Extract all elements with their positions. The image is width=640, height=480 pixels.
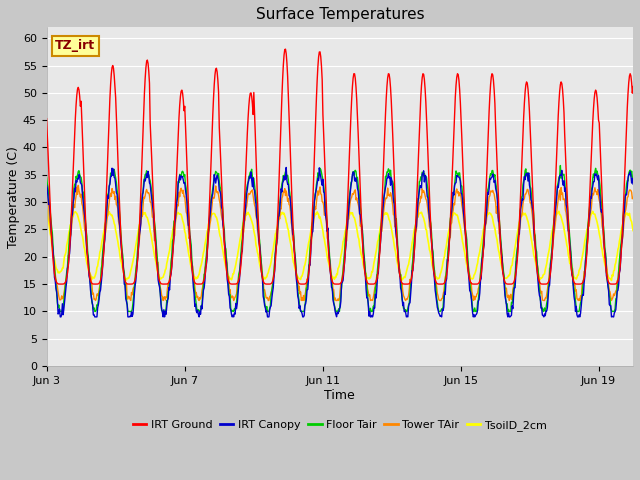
X-axis label: Time: Time xyxy=(324,388,355,402)
Legend: IRT Ground, IRT Canopy, Floor Tair, Tower TAir, TsoilD_2cm: IRT Ground, IRT Canopy, Floor Tair, Towe… xyxy=(129,416,551,435)
Text: TZ_irt: TZ_irt xyxy=(56,39,95,52)
Y-axis label: Temperature (C): Temperature (C) xyxy=(7,146,20,248)
Title: Surface Temperatures: Surface Temperatures xyxy=(255,7,424,22)
